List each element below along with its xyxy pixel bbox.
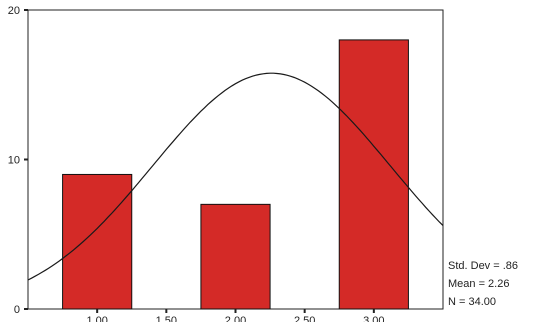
mean-label: Mean = 2.26 — [448, 278, 510, 290]
normal-curve — [27, 72, 444, 281]
histogram-bar-0 — [62, 173, 133, 310]
y-tick-label-0: 0 — [14, 304, 20, 316]
y-tick-label-1: 10 — [8, 155, 20, 167]
x-tick-label-4: 3.00 — [363, 315, 384, 322]
histogram-bar-1 — [200, 203, 271, 310]
x-tick-label-1: 1.50 — [156, 315, 177, 322]
std-dev-label: Std. Dev = .86 — [448, 260, 519, 272]
x-tick-label-0: 1.00 — [86, 315, 107, 322]
x-tick-label-2: 2.00 — [225, 315, 246, 322]
y-tick-label-2: 20 — [8, 5, 20, 17]
n-label: N = 34.00 — [448, 296, 497, 308]
x-tick-label-3: 2.50 — [294, 315, 315, 322]
